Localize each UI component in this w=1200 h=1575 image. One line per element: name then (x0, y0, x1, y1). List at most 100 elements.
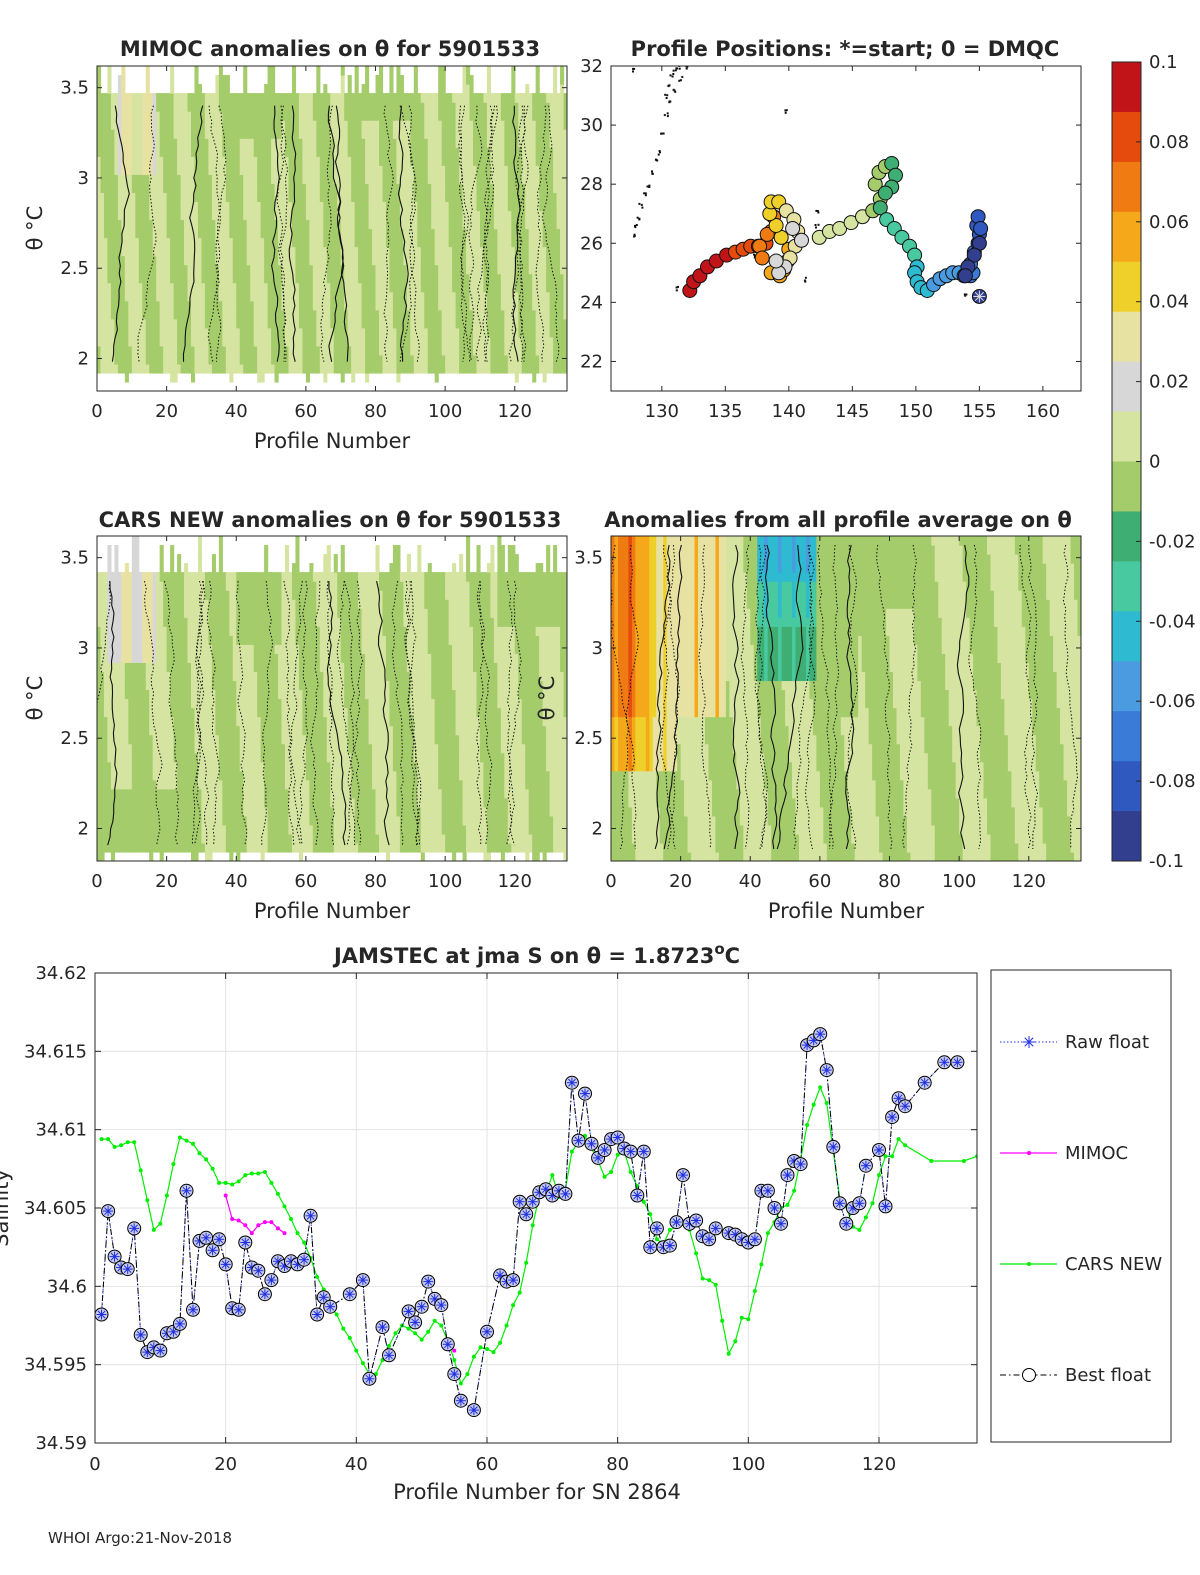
positions-axes-box (610, 65, 1082, 392)
raw-float-star (521, 1209, 532, 1220)
colorbar-swatch (1112, 661, 1141, 712)
cars-point (302, 1240, 307, 1245)
cars-point (158, 1221, 163, 1226)
cars-ylabel: θ °C (23, 676, 47, 721)
cars-point (667, 1227, 672, 1232)
raw-float-star (599, 1145, 610, 1155)
coast-dot (648, 186, 651, 188)
cars-point (354, 1348, 359, 1353)
cars-point (478, 1345, 483, 1350)
coast-dot (674, 90, 677, 93)
raw-float-star (442, 1339, 453, 1350)
mimoc-point (282, 1231, 287, 1236)
title-degree: o (714, 940, 724, 958)
mimoc-point (230, 1217, 235, 1221)
y-tick-label: 3.5 (60, 78, 89, 99)
cars-point (720, 1318, 725, 1323)
coast-dot (678, 79, 681, 82)
raw-float-star (482, 1326, 492, 1337)
cars-point (360, 1361, 365, 1366)
cars-ticks: 0 20 40 60 80 100 120 2 2.5 3 3.5 (60, 536, 567, 892)
cars-point (491, 1350, 496, 1355)
legend-best-marker (1022, 1368, 1036, 1382)
cars-point (694, 1251, 699, 1256)
y-tick-label: 2 (78, 819, 89, 840)
colorbar-swatch (1112, 161, 1141, 213)
cars-point (609, 1170, 614, 1174)
x-tick-label: 130 (645, 401, 679, 422)
coast-dot (675, 289, 678, 292)
cars-point (746, 1317, 751, 1322)
raw-float-star (109, 1251, 120, 1262)
colorbar-tick-label: -0.08 (1149, 771, 1196, 792)
x-tick-label: 40 (739, 871, 762, 892)
raw-float-star (233, 1304, 244, 1315)
raw-float-star (769, 1203, 780, 1213)
legend-mimoc-marker (1027, 1151, 1031, 1155)
raw-float-star (828, 1141, 839, 1152)
cars-point (550, 1173, 555, 1178)
cars-point (289, 1217, 293, 1221)
coast-dot (963, 293, 966, 296)
raw-float-star (508, 1275, 519, 1286)
coast-dot (679, 79, 682, 82)
x-tick-label: 80 (606, 1454, 629, 1475)
cars-point (419, 1337, 424, 1342)
raw-float-star (645, 1242, 656, 1253)
cars-point (805, 1123, 810, 1127)
allavg-ticks: 0 20 40 60 80 100 120 2 2.5 3 3.5 (574, 536, 1081, 892)
y-tick-label: 3 (78, 168, 89, 189)
coast-dot (663, 114, 666, 117)
raw-float-star (155, 1345, 166, 1356)
x-tick-label: 140 (772, 401, 806, 422)
raw-float-star (821, 1065, 832, 1076)
coast-dot (648, 184, 651, 187)
coast-dot (815, 209, 818, 212)
colorbar-tick-label: 0.1 (1149, 52, 1178, 73)
raw-float-star (540, 1184, 551, 1195)
cars-point (752, 1289, 757, 1293)
colorbar-swatch (1112, 711, 1141, 762)
cars-point (341, 1326, 346, 1331)
coast-dot (665, 97, 668, 99)
coast-dot (662, 132, 665, 135)
colorbar-swatch (1112, 111, 1141, 163)
raw-float-star (410, 1317, 421, 1328)
cars-point (275, 1191, 280, 1196)
y-tick-label: 2.5 (60, 728, 89, 749)
y-tick-label: 28 (580, 174, 603, 195)
raw-float-star (749, 1234, 760, 1245)
cars-title: CARS NEW anomalies on θ for 5901533 (99, 508, 562, 532)
mimoc-point (269, 1220, 274, 1225)
coast-dot (666, 112, 669, 115)
cars-point (406, 1326, 411, 1331)
x-tick-label: 40 (225, 401, 248, 422)
cars-point (870, 1201, 875, 1206)
best-float-point (971, 0, 984, 7)
cars-point (132, 1140, 137, 1145)
coast-dot (803, 279, 806, 282)
x-tick-label: 0 (89, 1454, 100, 1475)
cars-point (877, 1173, 881, 1178)
cars-point (707, 1278, 712, 1283)
cars-point (726, 1351, 731, 1356)
cars-point (171, 1162, 176, 1167)
y-tick-label: 3 (592, 638, 603, 659)
coast-dot (666, 94, 669, 97)
raw-float-star (312, 1309, 323, 1320)
coast-dot (634, 224, 636, 227)
legend-raw-star (1024, 1037, 1034, 1047)
colorbar-swatch (1112, 761, 1141, 812)
cars-point (504, 1323, 509, 1328)
y-tick-label: 30 (580, 115, 603, 136)
x-tick-label: 20 (214, 1454, 237, 1475)
mimoc-point (223, 1193, 228, 1198)
raw-float-star (841, 1218, 852, 1229)
y-tick-label: 22 (580, 351, 603, 372)
cars-point (785, 1202, 790, 1207)
coast-dot (638, 218, 641, 221)
coast-dot (659, 151, 661, 154)
raw-float-star (468, 1405, 479, 1416)
coast-dot (633, 235, 636, 238)
cars-point (471, 1354, 476, 1359)
